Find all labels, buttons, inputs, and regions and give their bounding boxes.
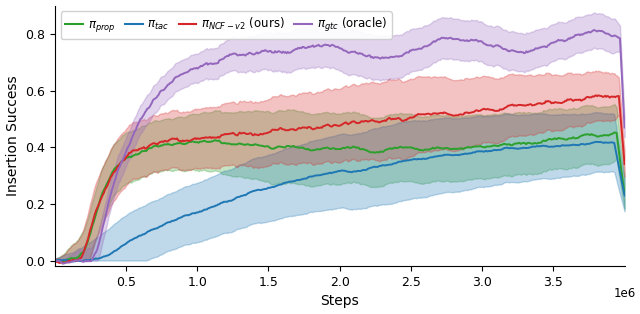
X-axis label: Steps: Steps — [320, 295, 359, 308]
Legend: $\pi_{prop}$, $\pi_{tac}$, $\pi_{NCF-v2}$ (ours), $\pi_{gtc}$ (oracle): $\pi_{prop}$, $\pi_{tac}$, $\pi_{NCF-v2}… — [61, 11, 392, 39]
Text: 1e6: 1e6 — [614, 287, 636, 300]
Y-axis label: Insertion Success: Insertion Success — [6, 76, 20, 196]
